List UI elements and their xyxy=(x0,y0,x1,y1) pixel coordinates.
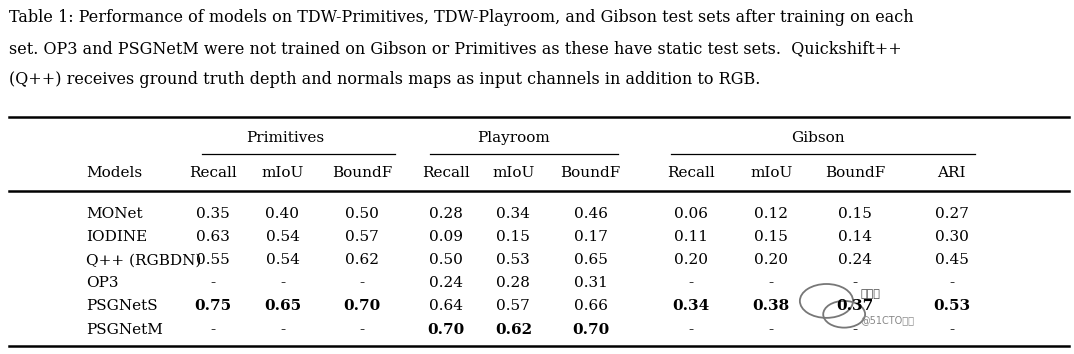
Text: 0.53: 0.53 xyxy=(496,253,531,267)
Text: 0.34: 0.34 xyxy=(672,299,709,313)
Text: 0.65: 0.65 xyxy=(264,299,301,313)
Text: -: - xyxy=(688,323,693,337)
Text: -: - xyxy=(853,276,857,290)
Text: 0.37: 0.37 xyxy=(837,299,873,313)
Text: 0.24: 0.24 xyxy=(429,276,463,290)
Text: 0.45: 0.45 xyxy=(934,253,969,267)
Text: 0.54: 0.54 xyxy=(265,253,300,267)
Text: 0.34: 0.34 xyxy=(496,207,531,221)
Text: Primitives: Primitives xyxy=(247,131,324,145)
Text: @51CTO博客: @51CTO博客 xyxy=(860,315,914,325)
Text: Table 1: Performance of models on TDW-Primitives, TDW-Playroom, and Gibson test : Table 1: Performance of models on TDW-Pr… xyxy=(9,9,913,26)
Text: 0.62: 0.62 xyxy=(495,323,532,337)
Text: 0.31: 0.31 xyxy=(574,276,608,290)
Text: Gibson: Gibson xyxy=(792,131,845,145)
Text: Q++ (RGBDN): Q++ (RGBDN) xyxy=(86,253,201,267)
Text: IODINE: IODINE xyxy=(86,230,147,244)
Text: BoundF: BoundF xyxy=(332,166,392,181)
Text: 0.24: 0.24 xyxy=(838,253,872,267)
Text: 0.15: 0.15 xyxy=(754,230,788,244)
Text: 0.27: 0.27 xyxy=(934,207,969,221)
Text: -: - xyxy=(280,323,285,337)
Text: 0.57: 0.57 xyxy=(496,299,531,313)
Text: -: - xyxy=(360,276,364,290)
Text: 0.75: 0.75 xyxy=(194,299,231,313)
Text: (Q++) receives ground truth depth and normals maps as input channels in addition: (Q++) receives ground truth depth and no… xyxy=(9,71,760,88)
Text: 0.70: 0.70 xyxy=(427,323,464,337)
Text: 0.70: 0.70 xyxy=(344,299,380,313)
Text: -: - xyxy=(949,323,954,337)
Text: mIoU: mIoU xyxy=(750,166,793,181)
Text: 0.50: 0.50 xyxy=(345,207,379,221)
Text: 0.30: 0.30 xyxy=(934,230,969,244)
Text: 量子位: 量子位 xyxy=(860,289,881,299)
Text: mIoU: mIoU xyxy=(492,166,535,181)
Text: OP3: OP3 xyxy=(86,276,118,290)
Text: Playroom: Playroom xyxy=(477,131,550,145)
Text: 0.66: 0.66 xyxy=(574,299,608,313)
Text: 0.20: 0.20 xyxy=(673,253,708,267)
Text: 0.55: 0.55 xyxy=(195,253,230,267)
Text: 0.15: 0.15 xyxy=(496,230,531,244)
Text: PSGNetM: PSGNetM xyxy=(86,323,163,337)
Text: -: - xyxy=(853,323,857,337)
Text: 0.11: 0.11 xyxy=(673,230,708,244)
Text: 0.28: 0.28 xyxy=(496,276,531,290)
Text: Recall: Recall xyxy=(189,166,236,181)
Text: 0.06: 0.06 xyxy=(673,207,708,221)
Text: 0.65: 0.65 xyxy=(574,253,608,267)
Text: -: - xyxy=(688,276,693,290)
Text: 0.62: 0.62 xyxy=(345,253,379,267)
Text: 0.53: 0.53 xyxy=(933,299,970,313)
Text: 0.09: 0.09 xyxy=(429,230,463,244)
Text: -: - xyxy=(769,323,773,337)
Text: 0.70: 0.70 xyxy=(572,323,609,337)
Text: 0.14: 0.14 xyxy=(838,230,872,244)
Text: 0.46: 0.46 xyxy=(574,207,608,221)
Text: 0.57: 0.57 xyxy=(345,230,379,244)
Text: -: - xyxy=(280,276,285,290)
Text: 0.50: 0.50 xyxy=(429,253,463,267)
Text: MONet: MONet xyxy=(86,207,143,221)
Text: 0.63: 0.63 xyxy=(195,230,230,244)
Text: 0.64: 0.64 xyxy=(429,299,463,313)
Text: ARI: ARI xyxy=(938,166,966,181)
Text: Recall: Recall xyxy=(422,166,469,181)
Text: 0.20: 0.20 xyxy=(754,253,788,267)
Text: BoundF: BoundF xyxy=(561,166,621,181)
Text: 0.15: 0.15 xyxy=(838,207,872,221)
Text: 0.54: 0.54 xyxy=(265,230,300,244)
Text: Recall: Recall xyxy=(667,166,714,181)
Text: -: - xyxy=(949,276,954,290)
Text: 0.28: 0.28 xyxy=(429,207,463,221)
Text: set. OP3 and PSGNetM were not trained on Gibson or Primitives as these have stat: set. OP3 and PSGNetM were not trained on… xyxy=(9,40,901,57)
Text: PSGNetS: PSGNetS xyxy=(86,299,158,313)
Text: -: - xyxy=(360,323,364,337)
Text: -: - xyxy=(769,276,773,290)
Text: Models: Models xyxy=(86,166,142,181)
Text: -: - xyxy=(211,323,215,337)
Text: 0.12: 0.12 xyxy=(754,207,788,221)
Text: BoundF: BoundF xyxy=(825,166,885,181)
Text: 0.38: 0.38 xyxy=(753,299,789,313)
Text: -: - xyxy=(211,276,215,290)
Text: mIoU: mIoU xyxy=(261,166,304,181)
Text: 0.35: 0.35 xyxy=(195,207,230,221)
Text: 0.17: 0.17 xyxy=(574,230,608,244)
Text: 0.40: 0.40 xyxy=(265,207,300,221)
